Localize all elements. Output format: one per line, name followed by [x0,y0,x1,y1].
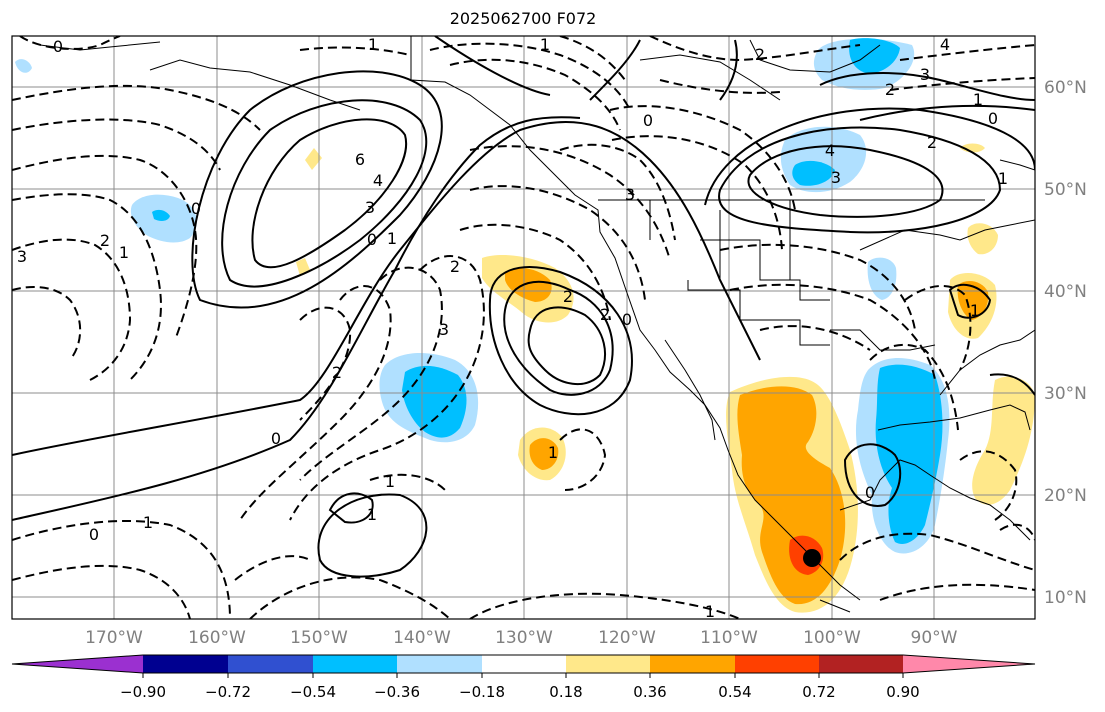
colorbar-label: −0.90 [120,683,166,701]
map-panel: 0 1 2 4 3 2 1 0 6 4 3 0 1 3 2 1 0 2 3 2 … [12,35,1035,621]
contour-label: 2 [332,363,342,382]
lat-label: 50°N [1044,180,1087,200]
contour-label: 2 [755,45,765,64]
lon-label: 130°W [495,628,553,648]
contour-label: 2 [885,80,895,99]
contour-label: 0 [643,111,653,130]
colorbar: −0.90 −0.72 −0.54 −0.36 −0.18 0.18 0.36 … [11,654,1036,701]
contour-label: 1 [119,243,129,262]
lon-label: 150°W [290,628,348,648]
colorbar-label: −0.36 [374,683,420,701]
contour-label: 3 [625,185,635,204]
colorbar-segment [566,655,650,673]
contour-label: 1 [367,505,377,524]
contour-label: 1 [970,301,980,320]
shade-calif-orange [505,268,552,302]
colorbar-segment [650,655,735,673]
contour-label: 1 [385,472,395,491]
colorbar-extend-low [12,655,143,673]
lon-label: 90°W [911,628,958,648]
contour-label: 1 [143,513,153,532]
contour-label: 1 [705,602,715,621]
contour-label: 1 [540,35,550,54]
colorbar-label: 0.18 [549,683,582,701]
lon-label: 100°W [803,628,861,648]
latitude-labels: 60°N 50°N 40°N 30°N 20°N 10°N [1044,78,1087,608]
contour-label: 3 [17,247,27,266]
contour-label: 0 [271,429,281,448]
colorbar-label: 0.90 [886,683,919,701]
contour-label: 2 [927,133,937,152]
contour-label: 1 [548,443,558,462]
shade-spot-1 [305,148,322,170]
shade-spot-4 [15,59,32,73]
colorbar-label: −0.54 [290,683,336,701]
contour-label: 1 [387,229,397,248]
colorbar-label: −0.18 [459,683,505,701]
colorbar-segment [228,655,313,673]
colorbar-segment [735,655,819,673]
contour-label: 2 [100,231,110,250]
colorbar-segment [397,655,482,673]
map-frame [11,35,1036,620]
shade-south-orange [529,438,559,470]
anomaly-shading [15,38,1035,613]
longitude-labels: 170°W 160°W 150°W 140°W 130°W 120°W 110°… [85,628,958,648]
contour-label: 3 [365,198,375,217]
lon-label: 120°W [598,628,656,648]
contour-label: 1 [998,169,1008,188]
contour-label: 6 [355,150,365,169]
contour-label: 0 [988,109,998,128]
colorbar-segment [313,655,397,673]
lat-label: 20°N [1044,486,1087,506]
colorbar-label: 0.72 [802,683,835,701]
contour-labels: 0 1 2 4 3 2 1 0 6 4 3 0 1 3 2 1 0 2 3 2 … [17,35,1008,621]
contour-label: 4 [373,171,383,190]
lon-label: 140°W [393,628,451,648]
shade-ne-light [967,223,998,255]
colorbar-label: 0.54 [718,683,751,701]
colorbar-segment [482,655,566,673]
map-title: 2025062700 F072 [449,9,597,28]
colorbar-segment [819,655,903,673]
contour-label: 3 [831,168,841,187]
solid-contours [12,36,1035,578]
contour-label: 0 [191,199,201,218]
shade-westpac-blue [152,209,170,221]
colorbar-label: 0.36 [633,683,666,701]
lon-label: 110°W [700,628,758,648]
location-marker [803,549,821,567]
contour-label: 3 [920,65,930,84]
lat-label: 40°N [1044,282,1087,302]
colorbar-label: −0.72 [205,683,251,701]
dashed-contours [12,36,1035,619]
colorbar-segment [143,655,228,673]
lat-label: 30°N [1044,384,1087,404]
lat-label: 60°N [1044,78,1087,98]
shade-hudson-blue [849,38,900,74]
contour-label: 4 [825,141,835,160]
contour-label: 0 [367,230,377,249]
colorbar-extend-high [903,655,1035,673]
contour-label: 1 [368,35,378,54]
shade-pacific-blue [402,365,467,438]
shade-florida-light [972,376,1035,505]
contour-label: 0 [865,483,875,502]
lat-label: 10°N [1044,588,1087,608]
contour-label: 4 [940,35,950,54]
coastlines [39,36,1035,613]
contour-label: 0 [622,310,632,329]
contour-label: 0 [89,525,99,544]
contour-label: 1 [973,90,983,109]
shade-canada-blue [792,160,835,186]
contour-label: 2 [563,287,573,306]
contour-label: 2 [600,305,610,324]
contour-label: 3 [439,320,449,339]
contour-label: 0 [53,37,63,56]
lon-label: 170°W [85,628,143,648]
contour-label: 2 [450,257,460,276]
lon-label: 160°W [188,628,246,648]
